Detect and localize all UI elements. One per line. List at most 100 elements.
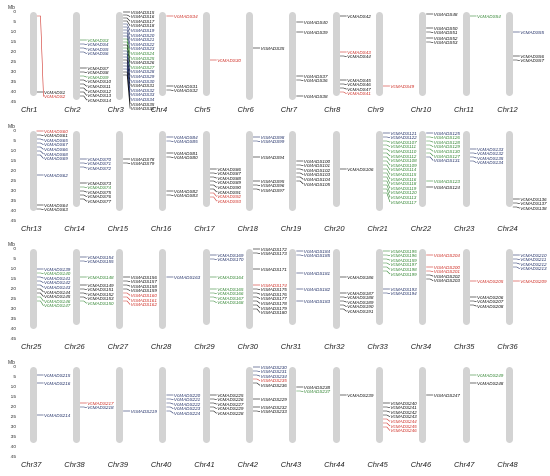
gene-label: VcMADS31 — [130, 83, 155, 89]
chromosome-label: Chr30 — [237, 342, 258, 351]
chromosome-label: Chr27 — [107, 342, 129, 351]
gene-label: VcMADS37 — [303, 73, 328, 79]
gene-leader-line — [36, 146, 44, 150]
gene-label: VcMADS151 — [87, 287, 114, 293]
chromosome-label: Chr33 — [367, 342, 388, 351]
gene-label: VcMADS68 — [44, 151, 68, 157]
gene-leader-line — [36, 272, 44, 274]
gene-label: VcMADS69 — [44, 156, 68, 162]
chromosome-label: Chr35 — [454, 342, 475, 351]
chromosome-bar — [159, 367, 167, 443]
chromosome-label: Chr3 — [107, 105, 124, 114]
chromosome-bar — [202, 12, 210, 96]
gene-leader-line — [382, 152, 391, 157]
gene-leader-line — [426, 136, 434, 138]
gene-label: VcMADS48 — [433, 11, 458, 17]
gene-label: VcMADS65 — [44, 137, 68, 143]
gene-label: VcMADS1 — [44, 89, 66, 95]
gene-label: VcMADS142 — [44, 280, 71, 286]
gene-label: VcMADS64 — [44, 202, 68, 208]
gene-label: VcMADS19 — [130, 27, 155, 33]
gene-label: VcMADS188 — [347, 295, 374, 301]
gene-label: VcMADS173 — [260, 251, 287, 257]
gene-leader-line — [209, 410, 217, 414]
chromosome-label: Chr42 — [237, 460, 258, 469]
gene-label: VcMADS150 — [87, 300, 114, 306]
gene-label: VcMADS11 — [87, 83, 111, 89]
gene-leader-line — [36, 150, 44, 155]
gene-label: VcMADS208 — [477, 303, 504, 309]
chromosome-label: Chr18 — [237, 224, 258, 233]
gene-label: VcMADS44 — [347, 54, 371, 60]
gene-label: VcMADS110 — [390, 148, 417, 154]
gene-leader-line — [123, 296, 131, 301]
gene-leader-line — [79, 186, 87, 188]
gene-label: VcMADS36 — [130, 106, 155, 112]
gene-label: VcMADS30 — [130, 78, 155, 84]
gene-leader-line — [166, 410, 174, 414]
gene-leader-line — [123, 300, 131, 305]
gene-label: VcMADS8 — [87, 70, 109, 76]
gene-leader-line — [382, 144, 391, 148]
gene-label: VcMADS147 — [44, 303, 71, 309]
gene-label: VcMADS94 — [260, 154, 285, 160]
axis-tick-label: 25 — [10, 59, 16, 65]
chromosome-bar — [462, 249, 470, 325]
gene-label: VcMADS202 — [433, 273, 460, 279]
gene-label: VcMADS203 — [433, 278, 460, 284]
gene-leader-line — [79, 190, 87, 193]
gene-label: VcMADS56 — [520, 53, 545, 59]
gene-label: VcMADS201 — [433, 269, 460, 275]
gene-label: VcMADS242 — [390, 409, 417, 415]
gene-label: VcMADS72 — [87, 165, 112, 171]
gene-leader-line — [36, 208, 44, 210]
gene-leader-line — [426, 152, 434, 157]
gene-label: VcMADS191 — [347, 308, 374, 314]
gene-leader-line — [426, 278, 434, 282]
gene-label: VcMADS112 — [390, 153, 417, 159]
gene-label: VcMADS126 — [433, 135, 460, 141]
axis-tick-label: 35 — [10, 434, 16, 440]
gene-leader-line — [382, 262, 391, 266]
gene-label: VcMADS104 — [303, 176, 331, 182]
gene-leader-line — [209, 188, 217, 193]
gene-label: VcMADS190 — [347, 304, 374, 310]
gene-leader-line — [296, 180, 304, 185]
chromosome-label: Chr23 — [454, 224, 475, 233]
gene-label: VcMADS90 — [217, 184, 241, 190]
chromosome-bar — [332, 249, 340, 329]
gene-label: VcMADS167 — [217, 295, 244, 301]
gene-label: VcMADS17 — [130, 18, 155, 24]
chromosome-bar — [332, 131, 340, 207]
gene-label: VcMADS115 — [390, 171, 417, 177]
gene-label: VcMADS76 — [87, 194, 112, 200]
gene-label: VcMADS138 — [520, 205, 547, 211]
gene-label: VcMADS86 — [217, 166, 241, 172]
gene-label: VcMADS143 — [44, 284, 71, 290]
gene-label: VcMADS75 — [87, 189, 112, 195]
gene-label: VcMADS221 — [173, 397, 201, 403]
axis-tick-label: 20 — [10, 168, 16, 174]
gene-leader-line — [79, 83, 87, 87]
gene-label: VcMADS81 — [173, 150, 198, 156]
gene-label: VcMADS45 — [347, 77, 371, 83]
gene-label: VcMADS246 — [390, 428, 417, 434]
gene-label: VcMADS119 — [390, 185, 417, 191]
chromosome-bar — [72, 12, 80, 100]
gene-leader-line — [469, 300, 477, 302]
gene-label: VcMADS31 — [173, 83, 198, 89]
gene-label: VcMADS39 — [303, 29, 328, 35]
gene-label: VcMADS135 — [477, 155, 504, 161]
gene-leader-line — [123, 29, 131, 40]
axis-tick-label: 30 — [10, 306, 16, 312]
axis-tick-label: 30 — [10, 424, 16, 430]
chromosome-label: Chr13 — [21, 224, 42, 233]
gene-leader-line — [382, 136, 390, 138]
chromosome-bar — [116, 12, 124, 100]
gene-leader-line — [123, 53, 131, 77]
gene-label: VcMADS26 — [130, 60, 155, 66]
gene-label: VcMADS52 — [433, 35, 458, 41]
gene-leader-line — [123, 280, 131, 282]
gene-leader-line — [36, 284, 44, 288]
gene-label: VcMADS34 — [173, 13, 198, 19]
